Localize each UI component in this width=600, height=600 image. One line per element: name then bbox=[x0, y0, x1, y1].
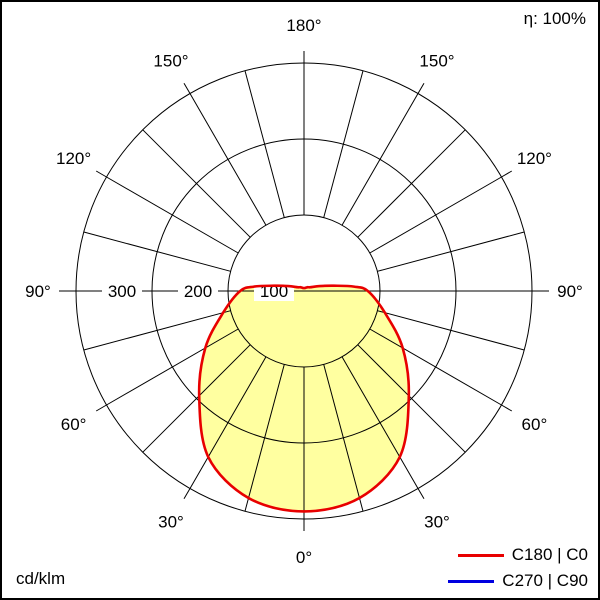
radial-tick-label-bg-200 bbox=[178, 281, 218, 301]
intensity-curve bbox=[197, 284, 411, 513]
angle-tick-150 bbox=[417, 82, 425, 94]
spoke-165 bbox=[323, 70, 364, 218]
angle-label-120-right: 120° bbox=[517, 149, 552, 168]
angle-tick-300 bbox=[95, 404, 107, 412]
radial-tick-label-300: 300 bbox=[108, 282, 136, 301]
spoke-240 bbox=[106, 176, 239, 254]
efficiency-label: η: 100% bbox=[523, 9, 586, 28]
angle-label-0: 0° bbox=[296, 548, 312, 567]
spoke-135 bbox=[357, 129, 466, 238]
spoke-105 bbox=[377, 231, 525, 272]
unit-label: cd/klm bbox=[16, 569, 66, 588]
legend-label-c180-c0: C180 | C0 bbox=[511, 545, 588, 564]
spoke-30 bbox=[341, 356, 419, 489]
spoke-75 bbox=[377, 310, 525, 351]
radial-tick-label-bg-300 bbox=[102, 281, 142, 301]
angle-label-90-right: 90° bbox=[557, 282, 583, 301]
angle-label-30-right: 30° bbox=[424, 512, 450, 531]
spoke-255 bbox=[83, 231, 231, 272]
angle-tick-30 bbox=[417, 488, 425, 500]
angle-label-90-left: 90° bbox=[25, 282, 51, 301]
angle-label-30-left: 30° bbox=[158, 512, 184, 531]
angle-tick-60 bbox=[501, 404, 513, 412]
angle-tick-210 bbox=[183, 82, 191, 94]
spoke-330 bbox=[189, 356, 267, 489]
angle-tick-120 bbox=[501, 170, 513, 178]
radial-tick-label-200: 200 bbox=[184, 282, 212, 301]
legend: C180 | C0 C270 | C90 bbox=[448, 545, 588, 591]
spoke-150 bbox=[341, 93, 419, 226]
legend-item-c180-c0: C180 | C0 bbox=[448, 545, 588, 565]
angle-label-150-left: 150° bbox=[153, 52, 188, 71]
spoke-345 bbox=[244, 364, 285, 512]
legend-line-c270-c90 bbox=[448, 579, 495, 583]
angle-label-120-left: 120° bbox=[56, 149, 91, 168]
angle-label-150-right: 150° bbox=[419, 52, 454, 71]
spoke-15 bbox=[323, 364, 364, 512]
spoke-45 bbox=[357, 344, 466, 453]
spoke-195 bbox=[244, 70, 285, 218]
spoke-315 bbox=[142, 344, 251, 453]
angle-tick-240 bbox=[95, 170, 107, 178]
spoke-300 bbox=[106, 328, 239, 406]
spoke-120 bbox=[369, 176, 502, 254]
spoke-60 bbox=[369, 328, 502, 406]
legend-line-c180-c0 bbox=[457, 553, 504, 557]
angle-label-60-left: 60° bbox=[61, 415, 87, 434]
spoke-210 bbox=[189, 93, 267, 226]
spoke-225 bbox=[142, 129, 251, 238]
legend-item-c270-c90: C270 | C90 bbox=[448, 571, 588, 591]
angle-label-60-right: 60° bbox=[522, 415, 548, 434]
angle-tick-330 bbox=[183, 488, 191, 500]
legend-label-c270-c90: C270 | C90 bbox=[502, 571, 588, 590]
angle-label-180: 180° bbox=[286, 16, 321, 35]
spoke-285 bbox=[83, 310, 231, 351]
